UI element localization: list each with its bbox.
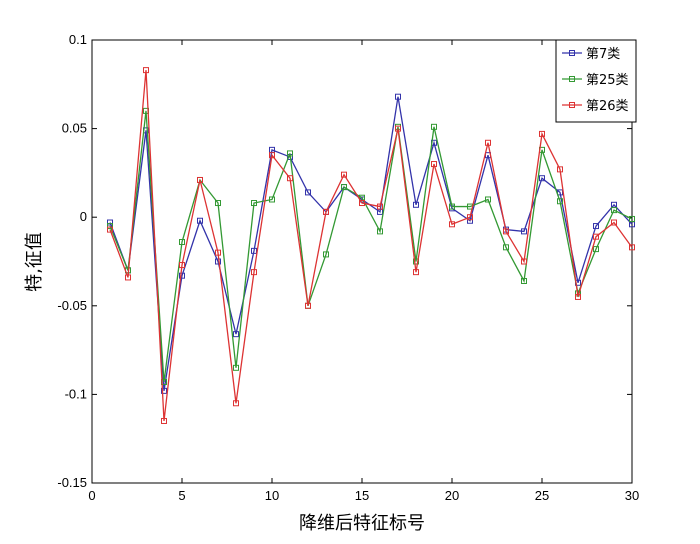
data-point (521, 228, 527, 235)
data-point (161, 417, 167, 424)
data-point (503, 244, 509, 251)
x-axis-label: 降维后特征标号 (299, 513, 425, 534)
data-point (125, 274, 131, 281)
data-point (629, 244, 635, 251)
data-point (611, 207, 617, 214)
x-tick-label: 20 (445, 488, 459, 503)
plot-area (91, 39, 633, 484)
series-3 (107, 67, 635, 424)
data-point (485, 139, 491, 146)
legend-item: 第26类 (562, 99, 629, 114)
x-tick-label: 25 (535, 488, 549, 503)
data-point (485, 196, 491, 203)
data-point (161, 387, 167, 394)
data-point (287, 150, 293, 157)
data-point (251, 200, 257, 207)
data-point (575, 293, 581, 300)
data-point (215, 249, 221, 256)
data-point (359, 200, 365, 207)
data-point (431, 123, 437, 130)
y-axis-label: 特,征值 (24, 232, 45, 292)
data-point (593, 223, 599, 230)
data-point (323, 251, 329, 258)
y-tick-label: -0.15 (57, 475, 87, 490)
legend-marker (569, 50, 575, 56)
data-point (215, 200, 221, 207)
data-point (179, 262, 185, 269)
data-point (539, 130, 545, 137)
series-line (109, 70, 633, 422)
data-point (467, 217, 473, 224)
y-tick-label: 0 (80, 209, 87, 224)
data-point (197, 217, 203, 224)
legend-marker (569, 102, 575, 108)
data-point (179, 272, 185, 279)
x-tick-label: 5 (178, 488, 185, 503)
data-point (611, 219, 617, 226)
data-point (215, 258, 221, 265)
series-layer (107, 67, 635, 424)
data-point (593, 233, 599, 240)
data-point (557, 198, 563, 205)
data-point (413, 269, 419, 276)
data-point (341, 184, 347, 191)
data-point (377, 228, 383, 235)
data-point (233, 331, 239, 338)
legend-item: 第7类 (562, 47, 620, 62)
data-point (107, 226, 113, 233)
data-point (521, 258, 527, 265)
data-point (593, 246, 599, 253)
data-point (269, 196, 275, 203)
data-point (233, 364, 239, 371)
data-point (521, 277, 527, 284)
series-2 (107, 107, 635, 385)
legend-label: 第7类 (586, 47, 620, 62)
data-point (107, 223, 113, 230)
data-point (431, 161, 437, 168)
data-point (287, 175, 293, 182)
y-tick-label: 0.05 (62, 121, 87, 136)
data-point (251, 247, 257, 254)
data-point (467, 214, 473, 221)
data-point (143, 67, 149, 74)
data-point (269, 152, 275, 159)
legend-label: 第25类 (586, 73, 629, 88)
data-point (395, 93, 401, 100)
data-point (449, 221, 455, 228)
y-tick-label: -0.1 (65, 386, 87, 401)
data-point (539, 175, 545, 182)
data-point (413, 201, 419, 208)
legend-marker (569, 76, 575, 82)
x-tick-label: 15 (355, 488, 369, 503)
legend-item: 第25类 (562, 73, 629, 88)
data-point (341, 171, 347, 178)
data-point (197, 176, 203, 183)
data-point (179, 239, 185, 246)
data-point (323, 208, 329, 215)
data-point (377, 203, 383, 210)
data-point (503, 228, 509, 235)
x-tick-label: 10 (265, 488, 279, 503)
series-line (109, 110, 633, 383)
data-point (449, 203, 455, 210)
data-point (557, 166, 563, 173)
y-tick-label: 0.1 (69, 32, 87, 47)
data-point (251, 269, 257, 276)
data-point (395, 125, 401, 132)
x-tick-label: 0 (88, 488, 95, 503)
y-axis: -0.15 -0.1 -0.05 0 0.05 0.1 (57, 32, 632, 490)
data-point (107, 219, 113, 226)
data-point (413, 258, 419, 265)
legend-label: 第26类 (586, 99, 629, 114)
data-point (305, 302, 311, 309)
y-tick-label: -0.05 (57, 298, 87, 313)
data-point (305, 189, 311, 196)
x-axis: 0 5 10 15 20 25 30 (88, 40, 639, 503)
data-point (629, 215, 635, 222)
x-tick-label: 30 (625, 488, 639, 503)
data-point (233, 400, 239, 407)
